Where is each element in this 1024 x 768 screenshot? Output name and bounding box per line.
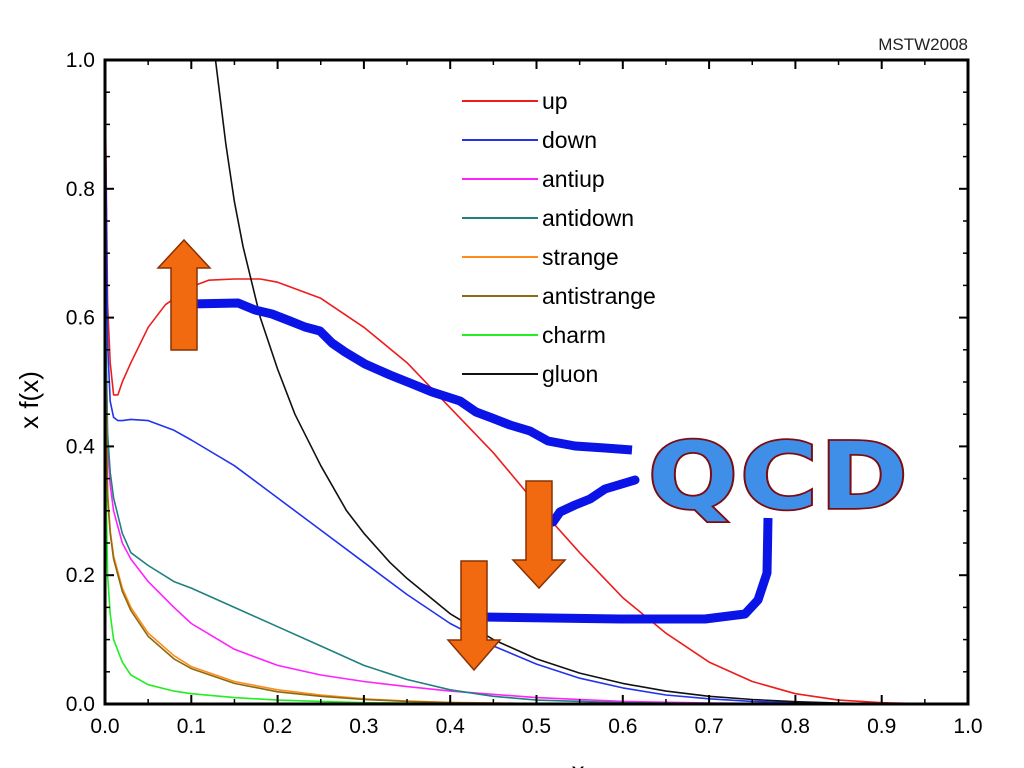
legend-label-charm: charm [542, 322, 606, 348]
x-tick-label: 0.3 [349, 715, 378, 738]
legend-label-antiup: antiup [542, 166, 605, 192]
annotation-line-middle [548, 475, 640, 527]
x-axis-label: x [572, 756, 585, 768]
series-line-antiup [104, 304, 969, 705]
x-tick-label: 0.9 [867, 715, 896, 738]
x-tick-label: 0.5 [522, 715, 551, 738]
series-line-up [104, 72, 969, 705]
x-tick-label: 1.0 [953, 715, 982, 738]
x-tick-label: 0.8 [781, 715, 810, 738]
y-tick-label: 0.4 [66, 435, 96, 458]
series-line-gluon [214, 59, 969, 705]
legend-label-antistrange: antistrange [542, 283, 656, 309]
legend-label-down: down [542, 127, 597, 153]
y-tick-label: 0.2 [66, 564, 95, 587]
x-tick-label: 0.0 [90, 715, 119, 738]
x-tick-label: 0.6 [608, 715, 637, 738]
annotation-overlay: QCD [156, 238, 910, 672]
y-tick-label: 0.0 [66, 693, 95, 716]
ticks-layer: 0.0 0.1 0.2 0.3 0.4 0.5 0.6 0.7 0.8 0.9 1.0 0.0 0.2 0… [66, 49, 983, 738]
y-tick-label: 0.6 [66, 307, 95, 330]
y-tick-label: 0.8 [66, 178, 95, 201]
x-tick-label: 0.1 [177, 715, 206, 738]
qcd-label: QCD [648, 423, 910, 530]
legend-label-gluon: gluon [542, 361, 598, 387]
y-axis-label: x f(x) [14, 371, 44, 429]
annotation-line-upper [189, 298, 633, 455]
series-line-antidown [104, 278, 969, 705]
annotation-line-lower [481, 517, 773, 624]
x-tick-label: 0.4 [436, 715, 466, 738]
y-tick-label: 1.0 [66, 49, 95, 72]
legend: up down antiup antidown strange antistrange ch… [462, 88, 656, 387]
up-arrow [156, 238, 212, 351]
series-line-down [104, 72, 969, 705]
legend-label-antidown: antidown [542, 205, 634, 231]
x-tick-label: 0.2 [263, 715, 292, 738]
down-arrow-middle [511, 480, 567, 590]
legend-label-strange: strange [542, 244, 619, 270]
legend-label-up: up [542, 88, 568, 114]
down-arrow-lower [446, 560, 502, 672]
x-tick-label: 0.7 [694, 715, 723, 738]
series-layer [104, 59, 969, 705]
source-label: MSTW2008 [878, 35, 968, 54]
